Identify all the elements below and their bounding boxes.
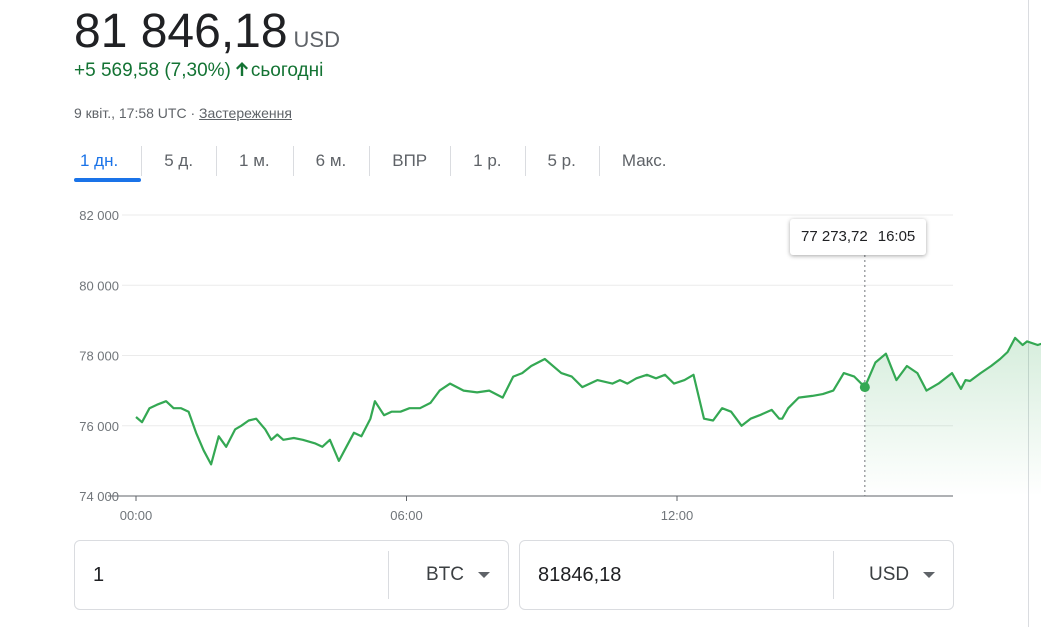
converter-divider xyxy=(833,551,834,599)
timestamp: 9 квіт., 17:58 UTC xyxy=(74,105,187,121)
converter-to: USD xyxy=(519,540,954,610)
price-area-fill xyxy=(864,337,1041,496)
from-amount-input[interactable] xyxy=(93,541,353,609)
tab-1-month[interactable]: 1 м. xyxy=(216,144,293,182)
panel-divider xyxy=(1028,0,1029,627)
change-percent: (7,30%) xyxy=(164,60,231,81)
to-currency-label: USD xyxy=(869,564,910,585)
y-tick-label: 78 000 xyxy=(79,349,119,364)
from-currency-label: BTC xyxy=(426,564,464,585)
tab-1-year[interactable]: 1 р. xyxy=(450,144,524,182)
meta-separator: · xyxy=(190,105,196,121)
hover-point xyxy=(859,382,870,393)
chart-tooltip: 77 273,72 16:05 xyxy=(790,219,927,255)
price-meta: 9 квіт., 17:58 UTC · Застереження xyxy=(74,105,292,121)
price-currency: USD xyxy=(293,27,340,52)
time-range-tabs: 1 дн. 5 д. 1 м. 6 м. ВПР 1 р. 5 р. Макс. xyxy=(74,144,690,182)
tooltip-value: 77 273,72 xyxy=(801,228,868,245)
converter-from: BTC xyxy=(74,540,509,610)
tab-ytd[interactable]: ВПР xyxy=(369,144,450,182)
y-tick-label: 82 000 xyxy=(79,208,119,223)
change-period: сьогодні xyxy=(250,60,324,81)
x-tick-label: 12:00 xyxy=(661,508,694,523)
price-header: 81 846,18 USD xyxy=(74,4,340,60)
tab-max[interactable]: Макс. xyxy=(598,144,690,182)
tab-5-days[interactable]: 5 д. xyxy=(141,144,216,182)
dropdown-caret-icon xyxy=(478,571,490,578)
tab-6-months[interactable]: 6 м. xyxy=(292,144,370,182)
tooltip-time: 16:05 xyxy=(877,228,916,245)
price-change: +5 569,58 (7,30%) сьогодні xyxy=(74,60,323,82)
tab-5-years[interactable]: 5 р. xyxy=(524,144,599,182)
y-tick-label: 76 000 xyxy=(79,419,119,434)
x-tick-label: 00:00 xyxy=(120,508,153,523)
from-currency-select[interactable]: BTC xyxy=(426,541,490,609)
tab-1-day[interactable]: 1 дн. xyxy=(74,144,142,182)
y-tick-label: 80 000 xyxy=(79,278,119,293)
arrow-up-icon xyxy=(235,62,248,76)
dropdown-caret-icon xyxy=(923,571,936,578)
y-tick-label: 74 000 xyxy=(79,489,119,504)
to-currency-select[interactable]: USD xyxy=(869,541,936,609)
disclaimer-link[interactable]: Застереження xyxy=(199,105,292,121)
price-chart[interactable]: 82 000 80 000 78 000 76 000 74 000 00:00 06:0… xyxy=(0,195,1041,530)
price-line xyxy=(135,336,1041,466)
converter-divider xyxy=(388,551,389,599)
to-amount-input[interactable] xyxy=(538,541,798,609)
change-amount: +5 569,58 xyxy=(74,60,160,81)
current-price: 81 846,18 xyxy=(74,5,288,58)
x-tick-label: 06:00 xyxy=(390,508,423,523)
